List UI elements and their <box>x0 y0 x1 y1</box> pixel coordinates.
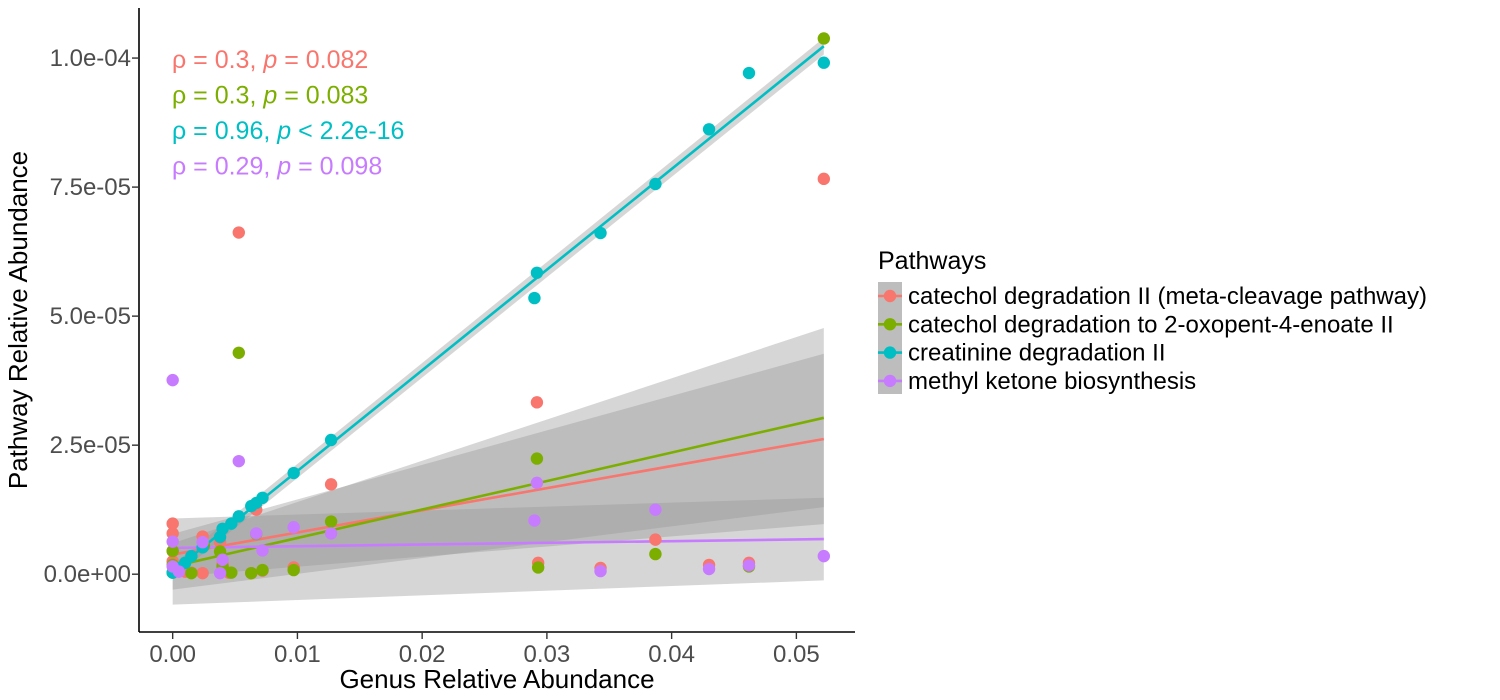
data-point-series-1 <box>196 566 209 580</box>
data-point-series-1 <box>817 172 831 186</box>
data-point-series-2 <box>530 452 544 465</box>
data-point-series-3 <box>185 549 198 563</box>
data-point-series-2 <box>531 561 545 574</box>
data-point-series-2 <box>324 515 338 528</box>
regression-line-3 <box>171 45 825 573</box>
axes <box>138 8 855 633</box>
data-point-series-2 <box>185 566 198 580</box>
x-tick-label: 0.04 <box>648 641 695 668</box>
data-point-series-1 <box>324 478 338 491</box>
data-point-series-4 <box>594 564 607 578</box>
data-point-series-4 <box>324 527 338 540</box>
correlation-label-4: ρ = 0.29, p = 0.098 <box>172 153 382 181</box>
x-tick-label: 0.00 <box>149 641 196 668</box>
regression-line-2 <box>172 416 825 568</box>
data-point-series-4 <box>172 565 186 578</box>
regression-line-4 <box>172 537 824 550</box>
x-axis-title: Genus Relative Abundance <box>339 664 654 694</box>
data-point-series-3 <box>594 226 607 240</box>
data-point-series-4 <box>742 559 756 572</box>
y-tick-label: 7.5e-05 <box>50 174 131 201</box>
correlation-label-3: ρ = 0.96, p < 2.2e-16 <box>172 117 404 145</box>
data-point-series-4 <box>216 553 229 566</box>
data-point-series-4 <box>649 503 662 516</box>
data-point-series-3 <box>287 466 300 480</box>
legend-key-point <box>883 318 897 331</box>
data-point-series-3 <box>324 433 338 447</box>
y-tick-label: 0.0e+00 <box>44 561 131 588</box>
legend: Pathways catechol degradation II (meta-c… <box>878 247 1427 395</box>
data-point-series-3 <box>256 491 269 505</box>
data-points <box>166 32 831 580</box>
data-point-series-3 <box>649 177 662 191</box>
data-point-series-3 <box>232 510 245 523</box>
data-point-series-4 <box>232 454 245 468</box>
legend-key-point <box>883 346 897 359</box>
data-point-series-4 <box>528 514 541 527</box>
data-point-series-2 <box>225 566 238 579</box>
data-point-series-4 <box>287 521 300 534</box>
legend-label: catechol degradation II (meta-cleavage p… <box>908 283 1427 310</box>
x-tick-label: 0.01 <box>274 641 321 668</box>
data-point-series-2 <box>232 346 245 359</box>
data-point-series-4 <box>250 527 263 540</box>
data-point-series-4 <box>817 549 831 563</box>
correlation-label-1: ρ = 0.3, p = 0.082 <box>172 46 368 74</box>
data-point-series-4 <box>196 535 209 549</box>
legend-label: catechol degradation to 2-oxopent-4-enoa… <box>908 311 1394 338</box>
data-point-series-3 <box>530 266 544 279</box>
y-axis-title: Pathway Relative Abundance <box>3 151 33 489</box>
legend-key-point <box>883 374 897 388</box>
y-tick-label: 2.5e-05 <box>50 432 131 459</box>
legend-key-point <box>883 289 897 303</box>
data-point-series-3 <box>742 66 756 80</box>
data-point-series-1 <box>649 533 662 546</box>
data-point-series-2 <box>166 544 179 558</box>
data-point-series-4 <box>702 562 716 576</box>
data-point-series-2 <box>649 547 662 561</box>
data-point-series-1 <box>530 396 544 409</box>
data-point-series-3 <box>702 123 716 136</box>
data-point-series-2 <box>287 563 300 577</box>
x-tick-label: 0.05 <box>773 641 820 668</box>
data-point-series-3 <box>817 56 831 69</box>
x-tick-label: 0.03 <box>524 641 571 668</box>
legend-label: methyl ketone biosynthesis <box>908 368 1196 395</box>
data-point-series-2 <box>256 563 269 577</box>
y-ticks: 0.0e+00 2.5e-05 5.0e-05 7.5e-05 1.0e-04 <box>44 45 139 588</box>
correlation-label-2: ρ = 0.3, p = 0.083 <box>172 82 368 110</box>
regression-lines <box>171 45 825 573</box>
legend-title: Pathways <box>878 247 986 275</box>
x-ticks: 0.00 0.01 0.02 0.03 0.04 0.05 <box>149 632 820 668</box>
data-point-series-1 <box>232 226 245 239</box>
legend-label: creatinine degradation II <box>908 340 1166 367</box>
data-point-series-4 <box>256 544 269 557</box>
correlation-annotations: ρ = 0.3, p = 0.082 ρ = 0.3, p = 0.083 ρ = … <box>172 46 404 181</box>
data-point-series-3 <box>528 291 541 305</box>
data-point-series-4 <box>530 476 544 490</box>
data-point-series-4 <box>166 373 179 387</box>
data-point-series-1 <box>166 517 179 530</box>
x-tick-label: 0.02 <box>399 641 446 668</box>
data-point-series-2 <box>245 566 258 580</box>
y-tick-label: 1.0e-04 <box>50 45 131 72</box>
data-point-series-4 <box>213 566 227 580</box>
regression-line-1 <box>172 437 825 556</box>
y-tick-label: 5.0e-05 <box>50 303 131 330</box>
data-point-series-2 <box>817 32 831 45</box>
data-point-series-4 <box>166 535 179 548</box>
